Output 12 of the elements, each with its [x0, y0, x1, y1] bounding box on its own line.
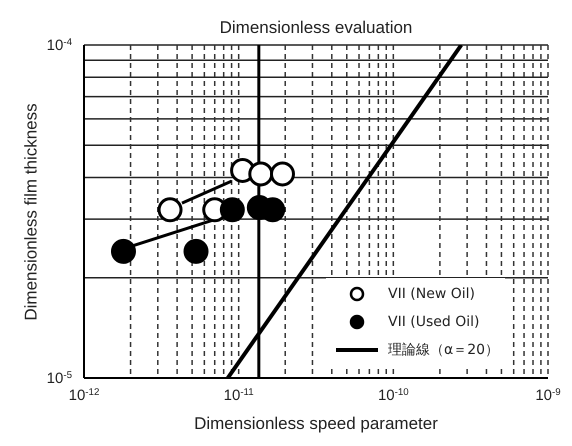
x-tick-label: 10$^{-10}$: [378, 386, 410, 404]
legend-label: VII (New Oil): [388, 286, 475, 302]
x-tick-label: 10$^{-9}$: [535, 386, 561, 404]
chart-title: Dimensionless evaluation: [218, 18, 414, 38]
x-tick-label: 10$^{-11}$: [224, 386, 254, 404]
x-tick-label: 10$^{-12}$: [68, 386, 100, 404]
x-axis-title: Dimensionless speed parameter: [193, 414, 439, 434]
legend-label: 理論線（α＝20）: [388, 341, 500, 359]
y-tick-label: 10$^{-4}$: [46, 36, 73, 54]
y-axis-title: Dimensionless film thickness: [22, 102, 42, 320]
legend-label: VII (Used Oil): [388, 314, 480, 330]
y-tick-label: 10$^{-5}$: [46, 370, 73, 387]
